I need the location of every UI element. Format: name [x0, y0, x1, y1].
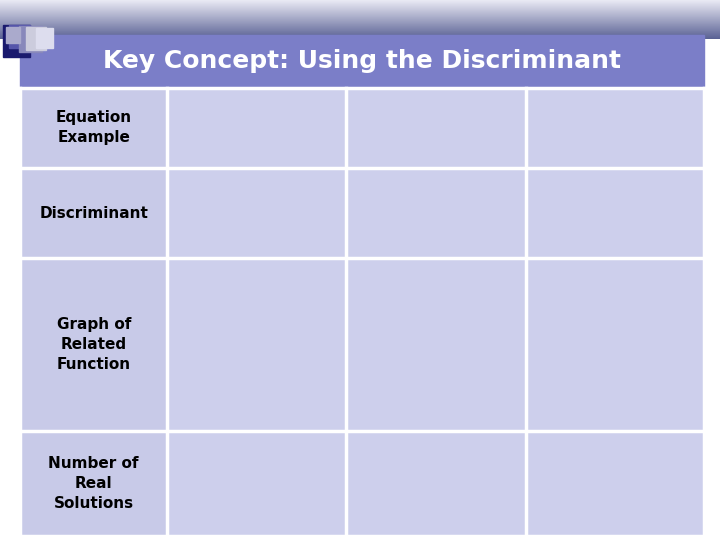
Bar [20, 87, 167, 168]
Bar [346, 431, 526, 536]
Bar [19, 26, 42, 52]
Bar [20, 258, 167, 431]
Bar [20, 431, 167, 536]
Bar [526, 258, 704, 431]
Bar [26, 27, 46, 50]
Text: Discriminant: Discriminant [40, 206, 148, 220]
Bar [167, 431, 346, 536]
Bar [526, 168, 704, 258]
Bar [3, 25, 30, 57]
Bar [167, 258, 346, 431]
Text: Equation
Example: Equation Example [55, 111, 132, 145]
Text: Number of
Real
Solutions: Number of Real Solutions [48, 456, 139, 511]
Bar [346, 258, 526, 431]
Bar [346, 87, 526, 168]
Text: Key Concept: Using the Discriminant: Key Concept: Using the Discriminant [103, 49, 621, 73]
Bar [36, 28, 53, 48]
Bar [20, 35, 704, 87]
Bar [526, 431, 704, 536]
Text: Graph of
Related
Function: Graph of Related Function [56, 317, 131, 372]
Bar [20, 168, 167, 258]
Bar [6, 27, 20, 43]
Bar [9, 25, 30, 48]
Bar [526, 87, 704, 168]
Bar [167, 87, 346, 168]
Bar [346, 168, 526, 258]
Bar [167, 168, 346, 258]
